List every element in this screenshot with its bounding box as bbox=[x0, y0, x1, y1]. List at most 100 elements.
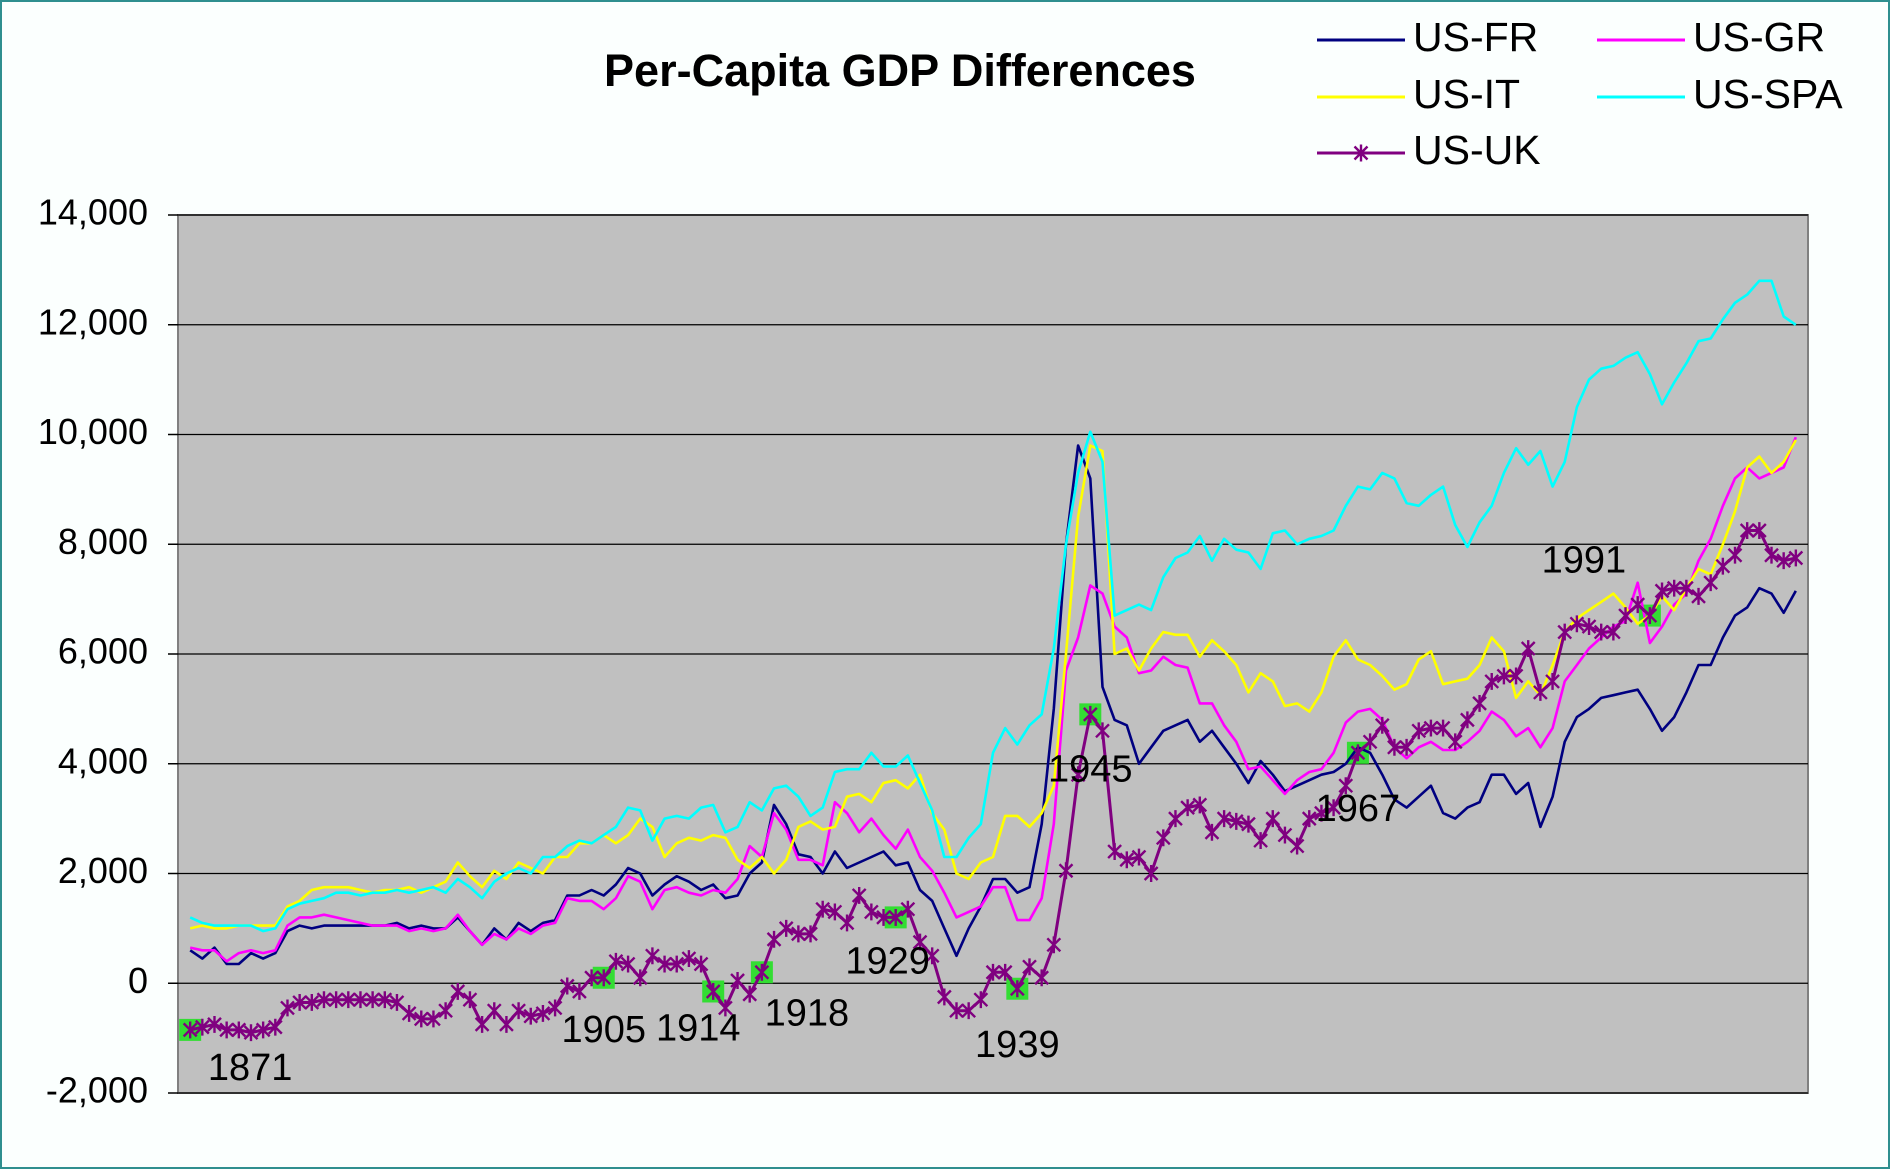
series-marker bbox=[1520, 640, 1536, 657]
series-marker bbox=[1265, 810, 1281, 828]
series-marker bbox=[1703, 574, 1719, 592]
series-marker bbox=[851, 887, 867, 904]
annotation-label: 1871 bbox=[208, 1047, 293, 1089]
series-marker bbox=[243, 1024, 259, 1042]
legend-label: US-FR bbox=[1413, 14, 1538, 60]
series-marker bbox=[450, 983, 466, 1000]
series-line bbox=[189, 436, 1798, 963]
series-marker bbox=[900, 900, 916, 918]
series-marker bbox=[1362, 733, 1378, 751]
series-marker bbox=[231, 1021, 247, 1039]
series-marker bbox=[1034, 969, 1050, 987]
series-marker bbox=[1557, 623, 1573, 641]
series-marker bbox=[389, 994, 405, 1011]
series-marker bbox=[1387, 738, 1402, 756]
legend-label: US-UK bbox=[1413, 127, 1541, 173]
series-marker bbox=[340, 991, 356, 1009]
series-marker bbox=[1192, 796, 1208, 814]
series-marker bbox=[535, 1004, 551, 1022]
series-marker bbox=[1180, 799, 1195, 817]
series-marker bbox=[1739, 522, 1755, 539]
series-marker bbox=[1411, 722, 1427, 740]
series-marker bbox=[973, 991, 989, 1009]
series-marker bbox=[1447, 733, 1463, 751]
series-marker bbox=[1593, 623, 1609, 641]
series-marker bbox=[985, 963, 1001, 981]
series-marker bbox=[803, 925, 818, 943]
series-marker bbox=[888, 908, 904, 926]
series-marker bbox=[1374, 716, 1390, 734]
annotation-label: 1945 bbox=[1048, 748, 1133, 790]
series-marker bbox=[864, 903, 879, 921]
series-marker bbox=[839, 914, 855, 932]
annotation-label: 1918 bbox=[765, 992, 850, 1034]
legend-label: US-SPA bbox=[1693, 71, 1843, 117]
series-marker bbox=[1751, 522, 1767, 539]
series-marker bbox=[1715, 557, 1731, 575]
series-marker bbox=[194, 1018, 210, 1036]
series-marker bbox=[1046, 936, 1062, 954]
series-marker bbox=[474, 1015, 490, 1033]
series-marker bbox=[547, 999, 563, 1017]
series-marker bbox=[1131, 848, 1147, 866]
series-marker bbox=[1301, 810, 1317, 828]
series-marker bbox=[1618, 607, 1633, 625]
series-marker bbox=[426, 1010, 441, 1028]
series-marker bbox=[766, 930, 782, 948]
series-marker bbox=[924, 947, 940, 965]
annotation-label: 1939 bbox=[975, 1024, 1060, 1066]
y-tick-label: 12,000 bbox=[38, 301, 148, 342]
series-marker bbox=[413, 1010, 429, 1028]
series-marker bbox=[304, 994, 320, 1011]
series-marker bbox=[961, 1002, 977, 1020]
series-marker bbox=[377, 991, 393, 1009]
series-marker bbox=[645, 947, 660, 965]
series-marker bbox=[1764, 546, 1779, 564]
series-marker bbox=[1630, 596, 1646, 614]
y-tick-label: 8,000 bbox=[58, 521, 148, 562]
series-marker bbox=[1460, 711, 1475, 729]
legend-marker bbox=[1353, 144, 1369, 162]
series-marker bbox=[572, 983, 587, 1000]
chart-title: Per-Capita GDP Differences bbox=[604, 45, 1196, 96]
series-line bbox=[189, 439, 1797, 930]
series-marker bbox=[255, 1021, 271, 1039]
series-marker bbox=[1253, 832, 1268, 850]
series-marker bbox=[1022, 958, 1037, 976]
y-tick-label: 6,000 bbox=[58, 631, 148, 672]
series-marker bbox=[1143, 865, 1159, 882]
series-marker bbox=[936, 988, 952, 1006]
y-tick-label: 14,000 bbox=[38, 192, 148, 233]
series-marker bbox=[608, 952, 624, 970]
series-marker bbox=[486, 1002, 502, 1020]
series-marker bbox=[1679, 579, 1694, 597]
series-marker bbox=[1168, 810, 1183, 828]
series-marker bbox=[438, 1002, 453, 1020]
series-marker bbox=[949, 1002, 964, 1020]
series-marker bbox=[815, 900, 831, 918]
series-marker bbox=[791, 925, 806, 943]
series-marker bbox=[876, 908, 891, 926]
series-marker bbox=[1642, 607, 1658, 625]
annotation-label: 1929 bbox=[845, 940, 930, 982]
series-marker bbox=[365, 991, 380, 1009]
series-marker bbox=[632, 969, 648, 987]
series-marker bbox=[1654, 582, 1670, 600]
series-marker bbox=[1009, 980, 1025, 998]
series-line bbox=[189, 444, 1797, 966]
series-marker bbox=[1472, 694, 1487, 712]
series-marker bbox=[620, 955, 636, 973]
series-marker bbox=[1691, 587, 1706, 605]
series-marker bbox=[1326, 799, 1341, 817]
series-marker bbox=[584, 969, 599, 987]
series-marker bbox=[778, 919, 794, 937]
series-marker bbox=[997, 963, 1013, 981]
series-marker bbox=[462, 991, 478, 1009]
series-marker bbox=[1569, 615, 1585, 633]
series-marker bbox=[328, 991, 344, 1009]
legend-label: US-IT bbox=[1413, 71, 1520, 117]
series-marker bbox=[353, 991, 368, 1009]
legend-label: US-GR bbox=[1693, 14, 1825, 60]
series-marker bbox=[1204, 823, 1220, 841]
series-marker bbox=[1350, 744, 1366, 762]
